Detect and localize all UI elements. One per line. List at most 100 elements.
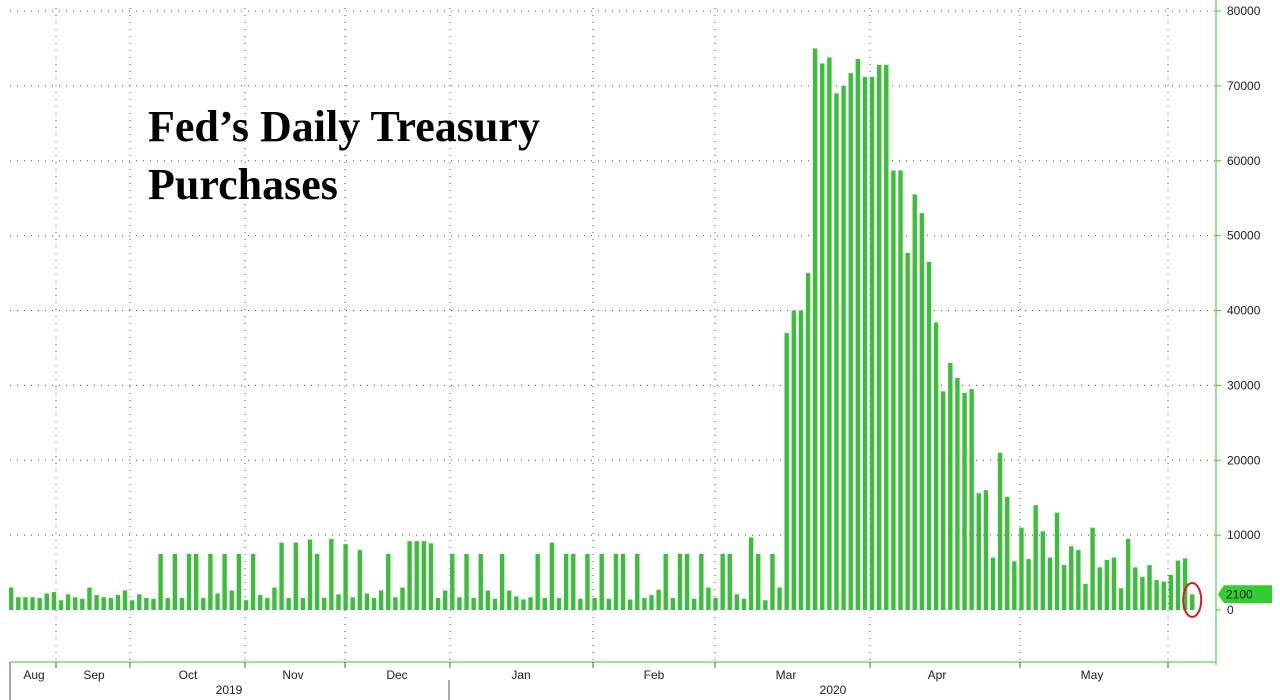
x-month-label: Feb (644, 668, 665, 682)
bar (158, 553, 163, 610)
bar (763, 600, 768, 610)
x-month-label: Dec (386, 668, 407, 682)
highlight-circle (1182, 582, 1203, 618)
bar (457, 597, 462, 610)
bar (1076, 550, 1081, 610)
y-tick-label: 50000 (1227, 229, 1261, 243)
bar (1097, 567, 1102, 610)
bar (642, 598, 647, 610)
bar (1090, 527, 1095, 610)
bar (1047, 557, 1053, 610)
bar (300, 598, 306, 610)
bar (122, 590, 128, 610)
bar (400, 587, 405, 610)
bar (492, 598, 498, 610)
bar (969, 389, 974, 610)
bar (1040, 531, 1045, 610)
bar (1111, 557, 1117, 610)
y-tick-label: 10000 (1227, 528, 1261, 542)
bar (1161, 581, 1166, 610)
bar (699, 553, 704, 610)
bar (87, 587, 92, 610)
bars (9, 48, 1195, 611)
bar (727, 553, 732, 610)
bar (201, 598, 206, 610)
bar (137, 594, 142, 610)
bar (172, 553, 178, 610)
bar (279, 542, 284, 610)
bar (236, 553, 242, 610)
bar (94, 595, 99, 610)
bar (378, 590, 384, 610)
bar (1019, 527, 1024, 610)
bar (115, 595, 121, 610)
bar (592, 598, 597, 610)
bar (955, 377, 960, 610)
bar (350, 597, 355, 610)
bar (528, 597, 533, 610)
bar (848, 73, 853, 610)
bar (784, 332, 789, 610)
bar (30, 597, 35, 610)
bar (65, 594, 71, 610)
bar (962, 392, 967, 610)
bar (144, 598, 149, 610)
bar (862, 76, 868, 610)
bar (691, 598, 697, 610)
bar (1147, 565, 1152, 610)
x-month-label: Nov (282, 668, 303, 682)
bar (1083, 583, 1088, 610)
bar (677, 553, 683, 610)
last-value-badge (1218, 585, 1272, 604)
bar (129, 600, 135, 610)
bar (478, 553, 483, 610)
bar (1154, 580, 1159, 610)
bar (1133, 567, 1138, 610)
y-tick-label: 0 (1227, 603, 1234, 617)
bar (741, 598, 747, 610)
bar (812, 48, 818, 610)
bar (1118, 588, 1124, 610)
bar (471, 598, 476, 610)
y-tick-label: 70000 (1227, 79, 1261, 93)
bar (393, 597, 398, 610)
bar (1054, 512, 1060, 610)
bar (179, 598, 185, 610)
bar (556, 598, 562, 610)
bar (756, 553, 761, 610)
bar (265, 598, 270, 610)
bar (428, 543, 434, 610)
bar (73, 597, 78, 610)
bar (243, 600, 249, 610)
bar (258, 595, 263, 610)
title-line-2: Purchases (148, 160, 338, 209)
bar (720, 553, 725, 610)
bar (193, 553, 199, 610)
bar (215, 593, 220, 610)
bar (101, 597, 106, 610)
bar (841, 85, 846, 611)
bar (912, 194, 917, 610)
bar (9, 587, 14, 610)
bar (549, 542, 555, 610)
bar (272, 587, 277, 610)
bar (983, 490, 989, 610)
bar (820, 63, 825, 611)
bar (229, 590, 234, 610)
bar (563, 553, 569, 610)
bar (371, 598, 377, 610)
bar (58, 600, 64, 610)
bar (635, 553, 640, 610)
bar (1140, 577, 1145, 610)
bar (734, 594, 740, 610)
bar (585, 553, 590, 610)
bar (940, 391, 946, 610)
bar (791, 310, 796, 610)
bar (919, 213, 925, 610)
x-axis: Aug Sep Oct Nov Dec Jan Feb Mar Apr May 2019 2020 (9, 661, 1216, 700)
bar (1104, 559, 1110, 610)
bar (357, 550, 363, 610)
bar (656, 589, 661, 610)
bar (891, 170, 896, 611)
bar (514, 596, 519, 610)
